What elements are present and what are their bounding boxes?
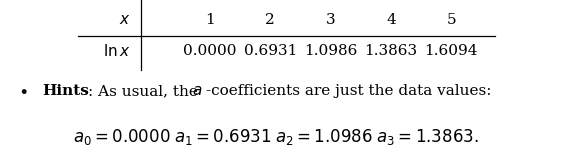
- Text: 1: 1: [205, 13, 215, 27]
- Text: Hints: Hints: [43, 84, 90, 98]
- Text: 1.6094: 1.6094: [425, 44, 478, 58]
- Text: 4: 4: [386, 13, 396, 27]
- Text: 0.0000: 0.0000: [183, 44, 236, 58]
- Text: : As usual, the: : As usual, the: [87, 84, 202, 98]
- Text: $x$: $x$: [119, 13, 131, 27]
- Text: $\ln x$: $\ln x$: [103, 43, 131, 59]
- Text: 2: 2: [265, 13, 275, 27]
- Text: $\bullet$: $\bullet$: [18, 82, 28, 99]
- Text: $a$: $a$: [193, 84, 203, 98]
- Text: 5: 5: [446, 13, 456, 27]
- Text: 3: 3: [326, 13, 336, 27]
- Text: 0.6931: 0.6931: [244, 44, 297, 58]
- Text: -coefficients are just the data values:: -coefficients are just the data values:: [205, 84, 491, 98]
- Text: 1.3863: 1.3863: [364, 44, 418, 58]
- Text: 1.0986: 1.0986: [304, 44, 358, 58]
- Text: $a_0 = 0.0000 \; a_1 = 0.6931 \; a_2 = 1.0986 \; a_3 = 1.3863.$: $a_0 = 0.0000 \; a_1 = 0.6931 \; a_2 = 1…: [73, 127, 479, 147]
